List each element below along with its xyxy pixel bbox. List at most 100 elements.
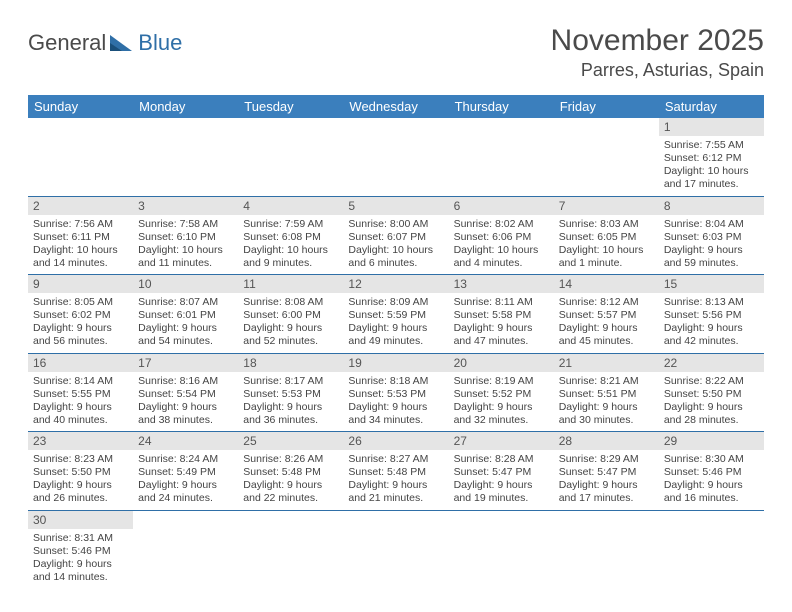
day-number-cell xyxy=(554,118,659,136)
week-info-row: Sunrise: 8:31 AMSunset: 5:46 PMDaylight:… xyxy=(28,529,764,589)
logo-text-gray: General xyxy=(28,30,106,56)
day-info-cell: Sunrise: 8:03 AMSunset: 6:05 PMDaylight:… xyxy=(554,215,659,275)
sunset-text: Sunset: 6:01 PM xyxy=(138,309,233,322)
daylight-text: Daylight: 9 hours and 22 minutes. xyxy=(243,479,338,505)
day-number-cell: 16 xyxy=(28,353,133,372)
day-number-cell: 14 xyxy=(554,275,659,294)
day-info-cell: Sunrise: 8:26 AMSunset: 5:48 PMDaylight:… xyxy=(238,450,343,510)
sunset-text: Sunset: 6:12 PM xyxy=(664,152,759,165)
calendar-table: Sunday Monday Tuesday Wednesday Thursday… xyxy=(28,95,764,588)
sunrise-text: Sunrise: 8:08 AM xyxy=(243,296,338,309)
sunset-text: Sunset: 5:48 PM xyxy=(348,466,443,479)
sunrise-text: Sunrise: 8:21 AM xyxy=(559,375,654,388)
calendar-page: General Blue November 2025 Parres, Astur… xyxy=(0,0,792,612)
sunset-text: Sunset: 5:56 PM xyxy=(664,309,759,322)
day-info-cell: Sunrise: 8:29 AMSunset: 5:47 PMDaylight:… xyxy=(554,450,659,510)
sunrise-text: Sunrise: 7:55 AM xyxy=(664,139,759,152)
sunset-text: Sunset: 5:59 PM xyxy=(348,309,443,322)
day-number-cell: 18 xyxy=(238,353,343,372)
day-number-cell: 4 xyxy=(238,196,343,215)
sunrise-text: Sunrise: 8:28 AM xyxy=(454,453,549,466)
sunset-text: Sunset: 6:07 PM xyxy=(348,231,443,244)
sunrise-text: Sunrise: 8:17 AM xyxy=(243,375,338,388)
day-number-cell: 12 xyxy=(343,275,448,294)
sunrise-text: Sunrise: 8:22 AM xyxy=(664,375,759,388)
day-info-cell: Sunrise: 8:16 AMSunset: 5:54 PMDaylight:… xyxy=(133,372,238,432)
sunset-text: Sunset: 5:50 PM xyxy=(33,466,128,479)
day-number-cell xyxy=(343,118,448,136)
sunset-text: Sunset: 6:05 PM xyxy=(559,231,654,244)
sunrise-text: Sunrise: 7:59 AM xyxy=(243,218,338,231)
day-header: Monday xyxy=(133,95,238,118)
day-number-cell: 7 xyxy=(554,196,659,215)
sunrise-text: Sunrise: 8:12 AM xyxy=(559,296,654,309)
sunset-text: Sunset: 5:53 PM xyxy=(243,388,338,401)
flag-icon xyxy=(110,33,136,53)
week-info-row: Sunrise: 7:55 AMSunset: 6:12 PMDaylight:… xyxy=(28,136,764,196)
sunset-text: Sunset: 5:54 PM xyxy=(138,388,233,401)
daylight-text: Daylight: 9 hours and 28 minutes. xyxy=(664,401,759,427)
day-info-cell xyxy=(449,136,554,196)
daylight-text: Daylight: 9 hours and 49 minutes. xyxy=(348,322,443,348)
day-number-cell: 21 xyxy=(554,353,659,372)
day-header-row: Sunday Monday Tuesday Wednesday Thursday… xyxy=(28,95,764,118)
day-header: Friday xyxy=(554,95,659,118)
day-info-cell: Sunrise: 7:58 AMSunset: 6:10 PMDaylight:… xyxy=(133,215,238,275)
daylight-text: Daylight: 9 hours and 26 minutes. xyxy=(33,479,128,505)
daylight-text: Daylight: 9 hours and 54 minutes. xyxy=(138,322,233,348)
sunrise-text: Sunrise: 7:56 AM xyxy=(33,218,128,231)
daylight-text: Daylight: 9 hours and 14 minutes. xyxy=(33,558,128,584)
day-info-cell xyxy=(238,529,343,589)
day-number-cell: 20 xyxy=(449,353,554,372)
day-header: Wednesday xyxy=(343,95,448,118)
week-info-row: Sunrise: 8:23 AMSunset: 5:50 PMDaylight:… xyxy=(28,450,764,510)
daylight-text: Daylight: 9 hours and 16 minutes. xyxy=(664,479,759,505)
sunrise-text: Sunrise: 8:23 AM xyxy=(33,453,128,466)
day-header: Saturday xyxy=(659,95,764,118)
daylight-text: Daylight: 9 hours and 42 minutes. xyxy=(664,322,759,348)
daylight-text: Daylight: 10 hours and 11 minutes. xyxy=(138,244,233,270)
day-number-row: 1 xyxy=(28,118,764,136)
day-number-row: 23242526272829 xyxy=(28,432,764,451)
day-number-cell: 26 xyxy=(343,432,448,451)
daylight-text: Daylight: 9 hours and 59 minutes. xyxy=(664,244,759,270)
day-info-cell: Sunrise: 8:00 AMSunset: 6:07 PMDaylight:… xyxy=(343,215,448,275)
daylight-text: Daylight: 9 hours and 32 minutes. xyxy=(454,401,549,427)
day-number-cell: 22 xyxy=(659,353,764,372)
sunset-text: Sunset: 6:03 PM xyxy=(664,231,759,244)
day-header: Thursday xyxy=(449,95,554,118)
day-number-cell: 30 xyxy=(28,510,133,529)
sunset-text: Sunset: 5:58 PM xyxy=(454,309,549,322)
daylight-text: Daylight: 9 hours and 36 minutes. xyxy=(243,401,338,427)
sunrise-text: Sunrise: 8:18 AM xyxy=(348,375,443,388)
sunrise-text: Sunrise: 8:11 AM xyxy=(454,296,549,309)
day-info-cell: Sunrise: 7:55 AMSunset: 6:12 PMDaylight:… xyxy=(659,136,764,196)
daylight-text: Daylight: 9 hours and 24 minutes. xyxy=(138,479,233,505)
sunrise-text: Sunrise: 8:31 AM xyxy=(33,532,128,545)
daylight-text: Daylight: 9 hours and 47 minutes. xyxy=(454,322,549,348)
daylight-text: Daylight: 9 hours and 30 minutes. xyxy=(559,401,654,427)
day-number-cell: 8 xyxy=(659,196,764,215)
day-number-cell: 15 xyxy=(659,275,764,294)
sunrise-text: Sunrise: 8:09 AM xyxy=(348,296,443,309)
day-number-row: 16171819202122 xyxy=(28,353,764,372)
day-info-cell: Sunrise: 8:30 AMSunset: 5:46 PMDaylight:… xyxy=(659,450,764,510)
sunset-text: Sunset: 5:48 PM xyxy=(243,466,338,479)
day-info-cell xyxy=(659,529,764,589)
sunset-text: Sunset: 5:46 PM xyxy=(664,466,759,479)
sunrise-text: Sunrise: 8:07 AM xyxy=(138,296,233,309)
daylight-text: Daylight: 10 hours and 9 minutes. xyxy=(243,244,338,270)
day-number-cell: 23 xyxy=(28,432,133,451)
week-info-row: Sunrise: 7:56 AMSunset: 6:11 PMDaylight:… xyxy=(28,215,764,275)
title-block: November 2025 Parres, Asturias, Spain xyxy=(551,24,764,81)
day-info-cell: Sunrise: 8:23 AMSunset: 5:50 PMDaylight:… xyxy=(28,450,133,510)
daylight-text: Daylight: 9 hours and 40 minutes. xyxy=(33,401,128,427)
day-info-cell xyxy=(554,136,659,196)
daylight-text: Daylight: 9 hours and 56 minutes. xyxy=(33,322,128,348)
day-header: Sunday xyxy=(28,95,133,118)
day-number-cell xyxy=(554,510,659,529)
sunrise-text: Sunrise: 8:29 AM xyxy=(559,453,654,466)
day-info-cell: Sunrise: 8:22 AMSunset: 5:50 PMDaylight:… xyxy=(659,372,764,432)
sunset-text: Sunset: 5:50 PM xyxy=(664,388,759,401)
sunrise-text: Sunrise: 8:19 AM xyxy=(454,375,549,388)
